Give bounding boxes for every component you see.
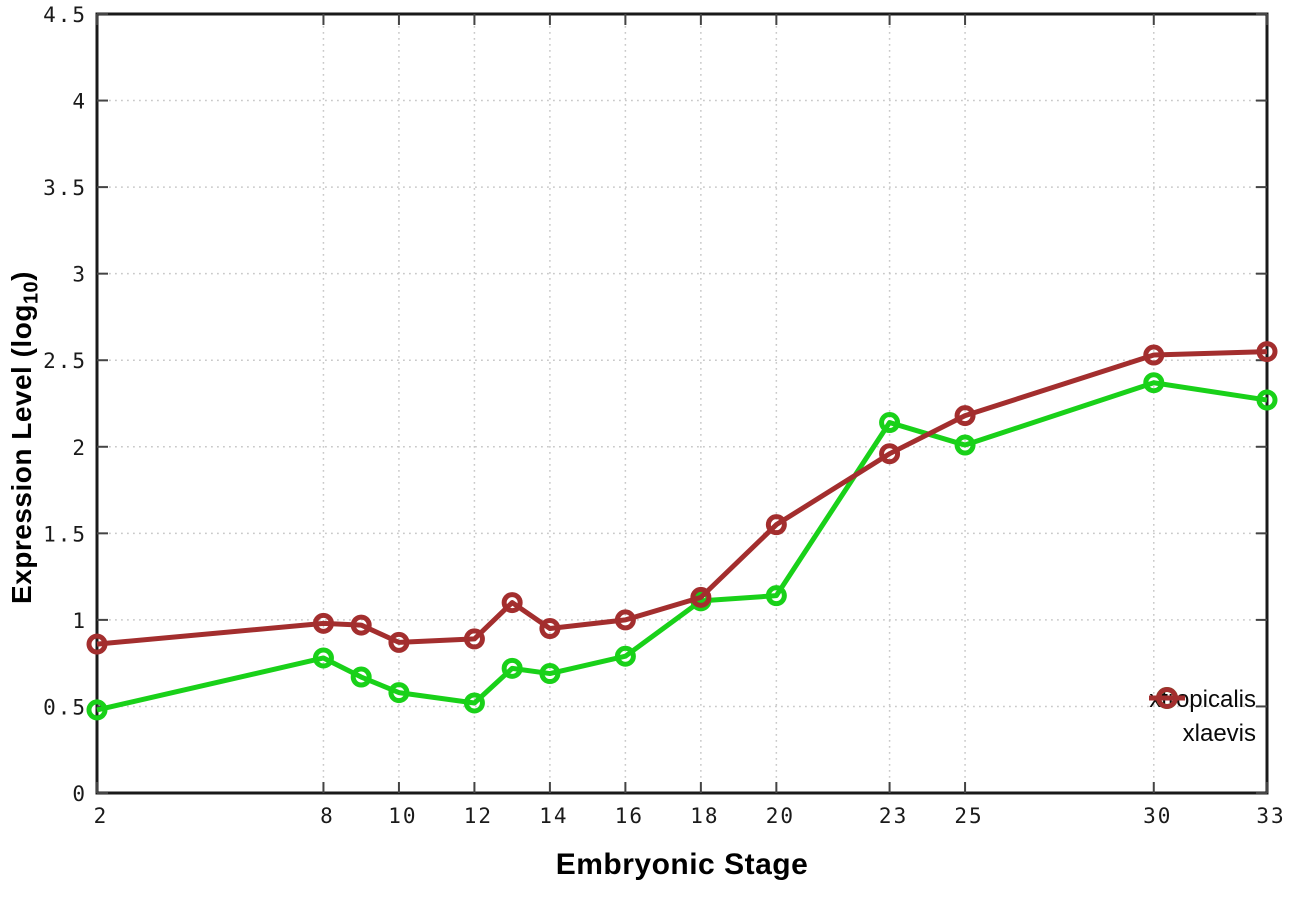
xtropicalis-marker bbox=[312, 647, 334, 669]
xtropicalis-marker bbox=[350, 666, 372, 688]
xlaevis-marker bbox=[614, 609, 636, 631]
x-tick-label: 14 bbox=[539, 804, 568, 828]
y-tick-label: 4.5 bbox=[43, 3, 87, 27]
legend-item-xlaevis: xlaevis bbox=[1149, 687, 1256, 750]
xtropicalis-marker bbox=[501, 657, 523, 679]
y-tick-label: 0 bbox=[72, 782, 87, 806]
x-axis-title: Embryonic Stage bbox=[555, 848, 809, 881]
y-axis-title-text: Expression Level (log bbox=[6, 304, 37, 604]
xlaevis-marker bbox=[539, 618, 561, 640]
y-axis-title-subscript: 10 bbox=[20, 280, 43, 305]
xtropicalis-marker bbox=[954, 434, 976, 456]
xlaevis-marker bbox=[954, 405, 976, 427]
y-tick-labels: 0 0.5 1 1.5 2 2.5 3 3.5 4 4.5 bbox=[43, 3, 87, 806]
xtropicalis-marker bbox=[1256, 389, 1278, 411]
y-tick-label: 1 bbox=[72, 609, 87, 633]
xtropicalis-marker bbox=[86, 699, 108, 721]
x-tick-label: 16 bbox=[615, 804, 644, 828]
xtropicalis-marker bbox=[1143, 372, 1165, 394]
y-tick-label: 1.5 bbox=[43, 522, 87, 546]
x-tick-label: 2 bbox=[94, 804, 109, 828]
xlaevis-marker bbox=[690, 586, 712, 608]
xlaevis-marker bbox=[312, 612, 334, 634]
xlaevis-marker bbox=[879, 443, 901, 465]
xtropicalis-marker bbox=[614, 645, 636, 667]
plot-border bbox=[95, 12, 1269, 795]
x-tick-label: 33 bbox=[1256, 804, 1285, 828]
x-tick-label: 20 bbox=[766, 804, 795, 828]
xtropicalis-marker bbox=[388, 682, 410, 704]
xlaevis-marker bbox=[1256, 341, 1278, 363]
series-xlaevis bbox=[86, 341, 1278, 655]
xtropicalis-marker bbox=[879, 412, 901, 434]
xlaevis-marker bbox=[86, 633, 108, 655]
xtropicalis-marker bbox=[765, 585, 787, 607]
y-axis-title: Expression Level (log10) bbox=[6, 271, 44, 604]
series-xtropicalis bbox=[86, 372, 1278, 721]
xlaevis-marker bbox=[501, 592, 523, 614]
x-tick-label: 25 bbox=[954, 804, 983, 828]
xtropicalis-marker bbox=[539, 663, 561, 685]
xtropicalis-marker bbox=[463, 692, 485, 714]
y-axis-title-suffix: ) bbox=[6, 271, 37, 281]
xlaevis-marker bbox=[350, 614, 372, 636]
y-tick-label: 2 bbox=[72, 436, 87, 460]
x-tick-label: 30 bbox=[1143, 804, 1172, 828]
y-tick-label: 4 bbox=[72, 90, 87, 114]
x-tick-label: 10 bbox=[388, 804, 417, 828]
xlaevis-marker bbox=[463, 628, 485, 650]
y-tick-label: 3.5 bbox=[43, 176, 87, 200]
x-tick-label: 12 bbox=[464, 804, 493, 828]
tick-marks bbox=[96, 13, 1268, 794]
xlaevis-line bbox=[96, 349, 1268, 647]
xlaevis-line-marker-icon bbox=[1149, 687, 1186, 709]
legend: xtropicalis xlaevis bbox=[1149, 684, 1256, 750]
x-tick-label: 18 bbox=[690, 804, 719, 828]
y-tick-label: 3 bbox=[72, 263, 87, 287]
x-tick-label: 8 bbox=[320, 804, 335, 828]
legend-label-xlaevis: xlaevis bbox=[1182, 720, 1256, 747]
xlaevis-marker bbox=[765, 514, 787, 536]
x-tick-label: 23 bbox=[879, 804, 908, 828]
y-tick-label: 0.5 bbox=[43, 695, 87, 719]
y-tick-label: 2.5 bbox=[43, 349, 87, 373]
x-tick-labels: 2 8 10 12 14 16 18 20 23 25 30 33 bbox=[94, 804, 1285, 828]
xlaevis-marker bbox=[388, 631, 410, 653]
xtropicalis-line bbox=[96, 380, 1268, 713]
xlaevis-marker bbox=[1143, 344, 1165, 366]
